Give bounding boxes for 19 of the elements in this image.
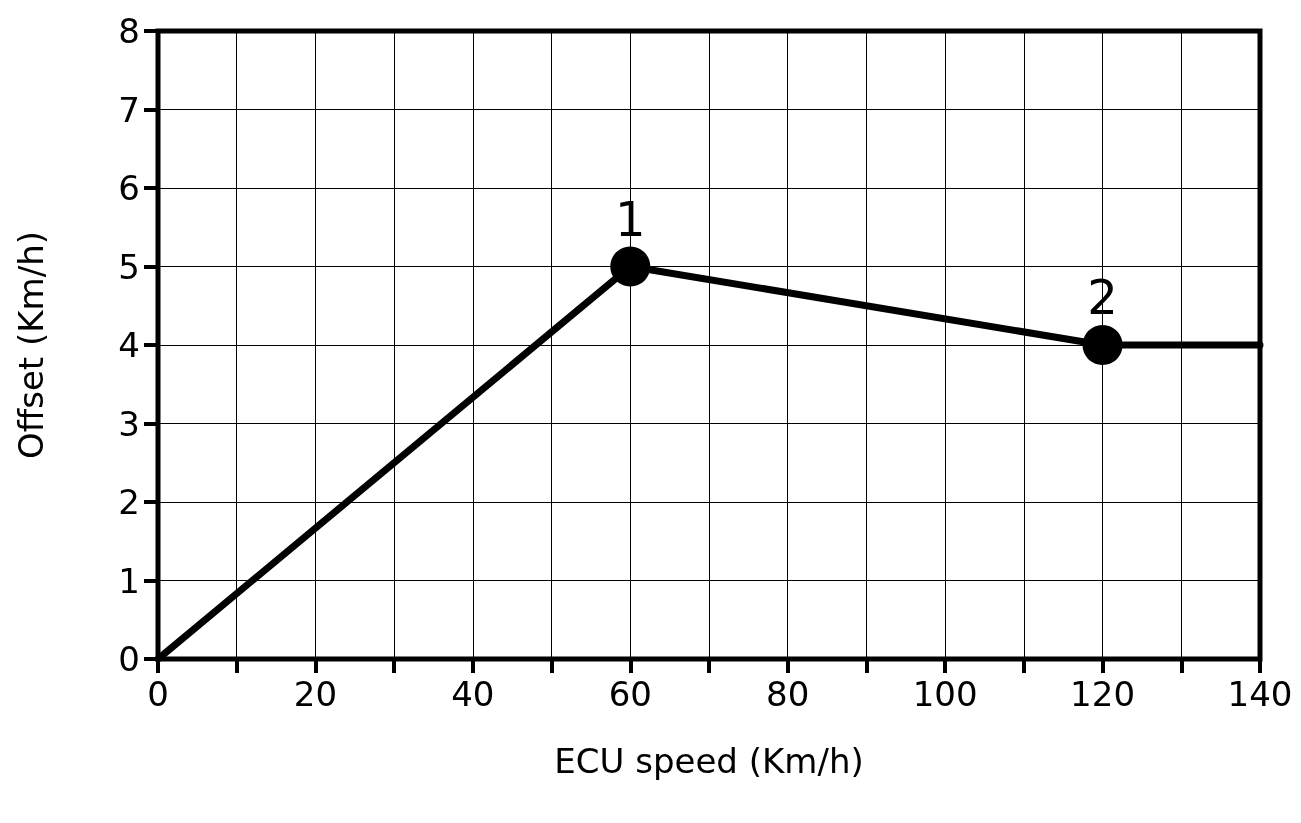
x-tick-label: 120 (1070, 674, 1136, 714)
y-tick-label: 2 (118, 482, 140, 522)
x-tick-label: 100 (912, 674, 978, 714)
y-tick-label: 3 (118, 403, 140, 444)
y-axis-title: Offset (Km/h) (11, 231, 51, 459)
y-tick-label: 5 (118, 246, 140, 287)
y-tick-label: 4 (118, 325, 140, 365)
y-tick-label: 7 (118, 89, 140, 130)
x-axis-title: ECU speed (Km/h) (554, 741, 864, 781)
x-tick-label: 80 (766, 674, 810, 714)
x-tick-label: 60 (608, 674, 652, 714)
y-tick-label: 0 (118, 639, 140, 679)
x-tick-label: 40 (451, 674, 495, 714)
x-tick-label: 0 (147, 674, 169, 714)
y-tick-label: 8 (118, 11, 140, 51)
x-tick-label: 20 (293, 674, 338, 714)
y-tick-label: 6 (118, 168, 140, 208)
y-tick-label: 1 (118, 560, 140, 601)
x-tick-label: 140 (1227, 674, 1293, 714)
